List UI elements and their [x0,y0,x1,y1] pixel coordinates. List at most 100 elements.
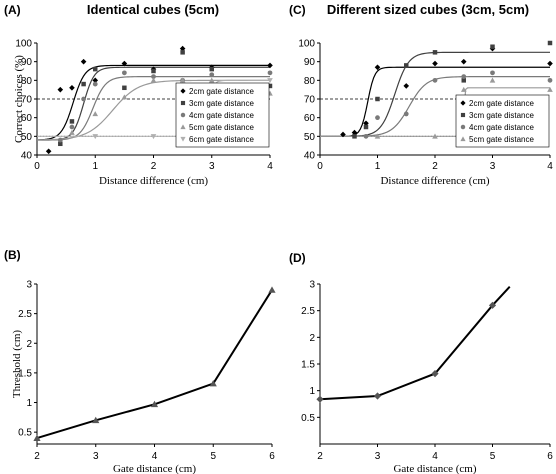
y-tick-label: 100 [15,39,32,50]
data-point-s2 [93,66,98,72]
data-point-s1 [340,131,346,138]
data-point [316,395,324,403]
x-tick-label: 6 [547,451,553,462]
data-point-s2 [363,124,369,130]
y-tick-label: 90 [21,57,33,68]
data-point-s3 [432,77,438,83]
legend-entry: 5cm gate distance [189,123,254,132]
data-point-s5 [267,78,273,84]
legend-entry: 3cm gate distance [189,99,254,108]
data-point-s2 [58,141,63,147]
data-point-s3 [547,77,553,83]
x-tick-label: 3 [93,451,99,462]
y-tick-label: 2.5 [301,306,315,317]
y-tick-label: 40 [304,151,316,162]
data-point-s2 [81,81,86,87]
data-point-s1 [92,77,99,84]
legend-marker [180,88,186,94]
data-point-s3 [209,72,215,78]
y-tick-label: 90 [304,57,316,68]
legend-marker [180,112,186,118]
data-point-s1 [80,58,87,65]
data-point-s2 [267,83,273,89]
data-point [209,379,217,387]
data-point-s1 [351,129,358,136]
data-point-s4 [547,86,553,92]
y-tick-label: 1 [26,398,32,409]
data-point-s4 [432,133,438,139]
data-point-s1 [432,60,438,67]
threshold-line [319,285,511,401]
legend-entry: 4cm gate distance [469,123,534,132]
legend-marker [460,112,466,118]
x-axis-label: Distance difference (cm) [99,175,208,187]
x-tick-label: 4 [547,161,553,172]
legend-entry: 2cm gate distance [189,87,254,96]
data-point-s3 [461,74,467,79]
y-tick-label: 3 [26,280,32,291]
data-point-s1 [267,62,273,69]
y-axis-label: Threshold (cm) [11,330,23,398]
y-tick-label: 0.5 [301,413,315,424]
x-axis-label: Distance difference (cm) [380,175,489,187]
data-point-s2 [122,85,127,91]
data-point [268,286,276,293]
legend-entry: 5cm gate distance [469,135,534,144]
y-tick-label: 50 [304,132,316,143]
data-point-s1 [179,45,186,52]
legend-box [175,82,270,148]
y-tick-label: 40 [21,151,33,162]
data-point-s4 [69,129,75,135]
y-tick-label: 3 [309,280,315,291]
data-point-s1 [374,64,381,71]
data-point-s3 [81,96,86,102]
panel-label: (B) [4,248,21,262]
x-tick-label: 3 [209,161,215,172]
data-point [431,370,439,378]
chart-title: Different sized cubes (3cm, 5cm) [327,2,529,17]
x-tick-label: 6 [269,451,275,462]
x-tick-label: 4 [267,161,273,172]
y-tick-label: 80 [21,76,33,87]
x-tick-label: 2 [317,451,323,462]
data-point-s4 [208,77,215,83]
x-tick-label: 4 [432,451,438,462]
data-point-s2 [375,96,380,102]
data-point-s3 [121,70,127,76]
panel-label: (A) [4,3,21,17]
data-point-s5 [150,134,157,140]
x-tick-label: 1 [92,161,98,172]
data-point-s3 [267,70,273,76]
legend-marker [180,136,186,142]
data-point-s3 [375,115,380,121]
data-point-s4 [92,111,99,117]
legend-box [455,94,550,148]
y-tick-label: 60 [304,113,316,124]
data-point-s2 [490,44,495,49]
y-tick-label: 0.5 [18,428,32,439]
y-tick-label: 70 [21,95,33,106]
data-point-s2 [151,68,156,74]
data-point-s3 [57,137,63,143]
data-point [150,400,159,408]
x-tick-label: 0 [317,161,323,172]
data-point-s2 [461,78,466,83]
x-tick-label: 1 [375,161,381,172]
data-point-s1 [363,120,369,127]
y-tick-label: 1.5 [18,368,32,379]
data-point-s3 [363,133,369,139]
data-point-s2 [352,134,357,139]
data-point-s1 [45,148,52,155]
data-point [92,416,100,424]
data-point [488,301,497,309]
y-tick-label: 50 [21,132,33,143]
data-point-s3 [490,70,495,76]
data-point-s3 [403,111,409,117]
data-point-s1 [121,60,128,67]
x-axis-label: Gate distance (cm) [393,463,476,474]
x-tick-label: 3 [490,161,496,172]
panel-label: (D) [289,251,306,265]
data-point-s1 [403,83,410,89]
data-point-s1 [460,58,467,65]
